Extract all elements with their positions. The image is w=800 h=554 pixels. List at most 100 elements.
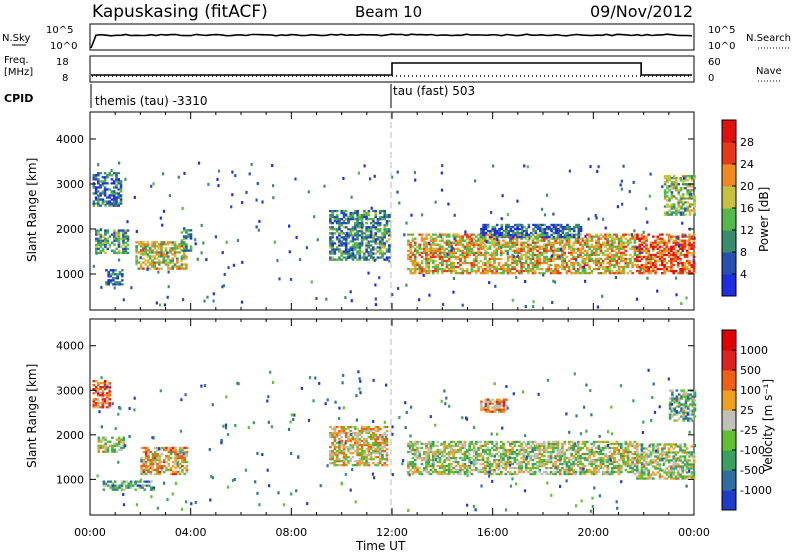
heatmap-cell — [139, 256, 142, 260]
heatmap-cell — [454, 458, 458, 462]
heatmap-cell — [529, 466, 532, 470]
heatmap-cell — [136, 484, 140, 487]
heatmap-cell — [479, 272, 483, 275]
heatmap-cell — [365, 228, 368, 231]
heatmap-cell — [675, 183, 678, 186]
heatmap-cell — [565, 269, 569, 273]
heatmap-cell — [338, 443, 341, 447]
heatmap-cell — [599, 257, 603, 261]
heatmap-cell — [338, 238, 341, 241]
heatmap-cell — [119, 184, 123, 187]
heatmap-cell — [563, 470, 566, 474]
heatmap-cell — [165, 460, 168, 464]
heatmap-cell — [588, 257, 591, 261]
heatmap-cell — [626, 263, 630, 267]
heatmap-cell — [441, 472, 444, 476]
heatmap-cell — [538, 464, 542, 468]
heatmap-cell — [636, 255, 639, 259]
heatmap-cell — [122, 237, 125, 240]
heatmap-cell — [545, 231, 549, 235]
heatmap-cell — [181, 207, 184, 210]
heatmap-cell — [490, 472, 494, 476]
heatmap-cell — [436, 247, 440, 250]
heatmap-cell — [411, 472, 415, 476]
heatmap-cell — [543, 237, 546, 240]
heatmap-cell — [640, 237, 644, 240]
heatmap-cell — [658, 257, 662, 261]
heatmap-cell — [116, 277, 119, 280]
heatmap-cell — [610, 466, 614, 470]
heatmap-cell — [590, 243, 594, 246]
heatmap-cell — [367, 234, 371, 237]
heatmap-cell — [531, 257, 535, 261]
heatmap-cell — [592, 259, 596, 263]
heatmap-cell — [423, 241, 426, 244]
heatmap-cell — [547, 239, 551, 242]
heatmap-cell — [106, 400, 109, 403]
heatmap-cell — [338, 460, 341, 463]
heatmap-cell — [436, 470, 440, 474]
heatmap-cell — [461, 303, 464, 307]
heatmap-cell — [148, 267, 152, 270]
heatmap-cell — [577, 263, 580, 267]
heatmap-cell — [597, 468, 600, 472]
heatmap-cell — [520, 245, 523, 248]
heatmap-cell — [122, 235, 125, 238]
heatmap-cell — [472, 263, 476, 267]
heatmap-cell — [617, 245, 621, 248]
heatmap-cell — [466, 237, 469, 240]
heatmap-cell — [142, 470, 146, 474]
heatmap-cell — [121, 283, 124, 286]
heatmap-cell — [599, 440, 603, 444]
heatmap-cell — [601, 448, 605, 452]
heatmap-cell — [490, 253, 494, 257]
heatmap-cell — [595, 446, 598, 450]
heatmap-cell — [514, 231, 517, 235]
heatmap-cell — [640, 255, 644, 259]
heatmap-cell — [103, 190, 107, 193]
heatmap-cell — [356, 250, 359, 253]
heatmap-cell — [533, 444, 537, 448]
heatmap-cell — [162, 209, 166, 213]
heatmap-cell — [438, 452, 442, 456]
heatmap-cell — [153, 257, 156, 260]
heatmap-cell — [118, 486, 121, 489]
heatmap-cell — [538, 255, 542, 259]
heatmap-cell — [577, 450, 580, 454]
heatmap-cell — [429, 253, 433, 257]
heatmap-cell — [153, 251, 156, 254]
heatmap-cell — [342, 215, 346, 219]
heatmap-cell — [329, 222, 332, 225]
power-heatmap — [92, 161, 696, 309]
heatmap-cell — [579, 247, 582, 250]
heatmap-cell — [513, 237, 517, 240]
heatmap-cell — [529, 444, 532, 448]
heatmap-cell — [385, 224, 389, 227]
heatmap-cell — [450, 248, 453, 252]
heatmap-cell — [99, 402, 102, 405]
heatmap-cell — [484, 263, 487, 267]
heatmap-cell — [597, 253, 600, 257]
heatmap-cell — [581, 269, 585, 273]
heatmap-cell — [331, 209, 334, 213]
heatmap-cell — [575, 225, 578, 229]
heatmap-cell — [351, 446, 355, 449]
heatmap-cell — [360, 220, 364, 223]
heatmap-cell — [354, 234, 357, 237]
heatmap-cell — [445, 261, 449, 265]
heatmap-cell — [549, 454, 553, 458]
heatmap-cell — [126, 251, 130, 254]
heatmap-cell — [329, 462, 332, 465]
heatmap-cell — [527, 265, 530, 269]
heatmap-cell — [432, 239, 435, 242]
heatmap-cell — [477, 448, 480, 452]
heatmap-cell — [153, 450, 157, 454]
heatmap-cell — [358, 437, 362, 441]
heatmap-cell — [536, 236, 540, 239]
heatmap-cell — [561, 257, 564, 261]
heatmap-cell — [365, 211, 368, 215]
heatmap-cell — [500, 236, 504, 239]
heatmap-cell — [445, 235, 449, 238]
heatmap-cell — [183, 466, 186, 470]
heatmap-cell — [601, 470, 605, 474]
